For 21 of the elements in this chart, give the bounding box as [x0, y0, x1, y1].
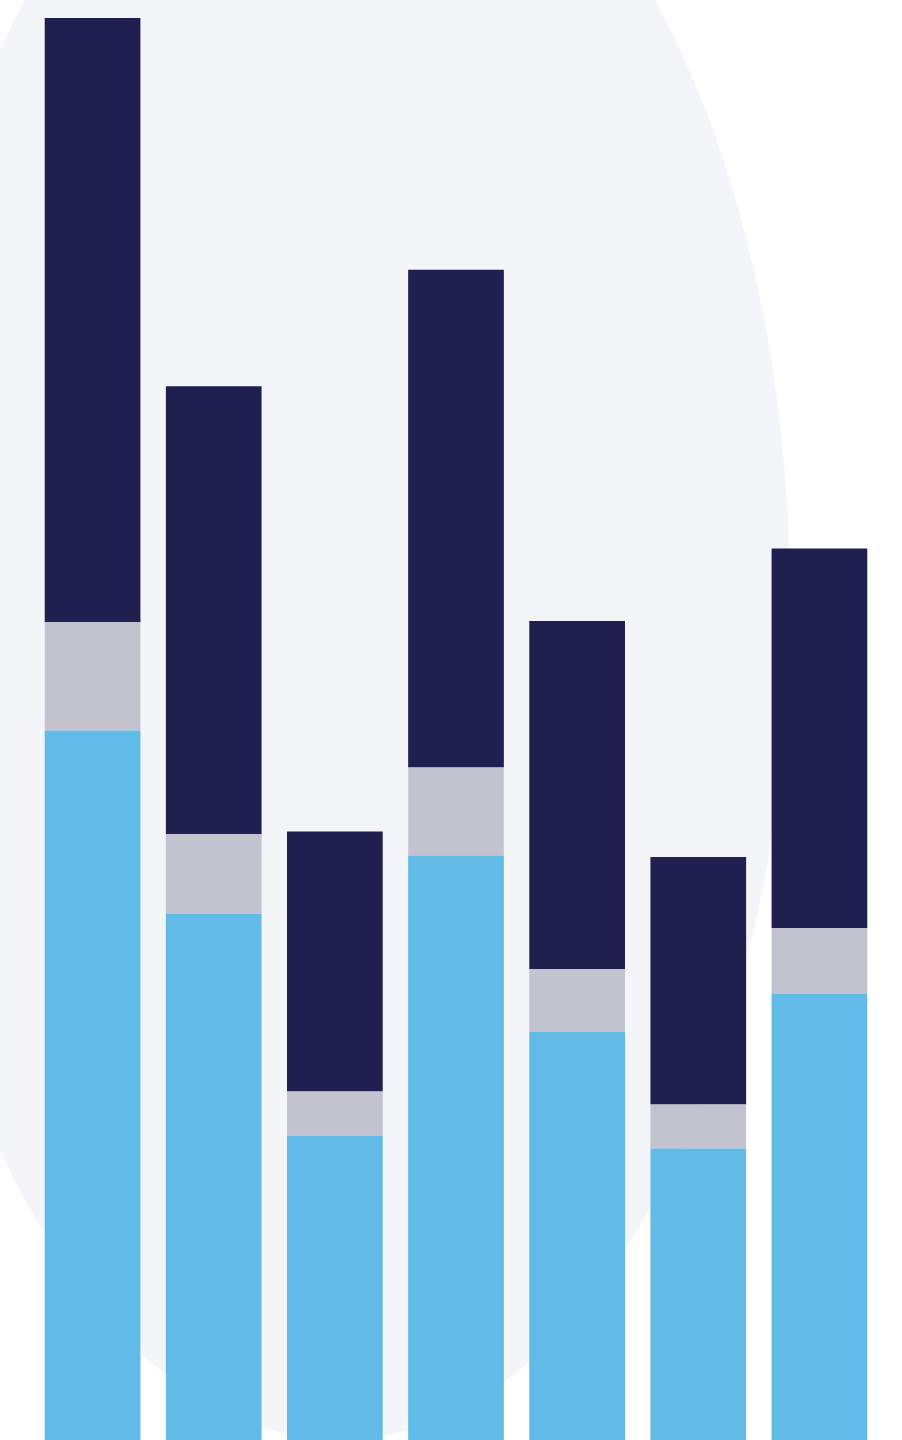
bar: [529, 620, 625, 970]
bar: [44, 622, 141, 731]
bar: [287, 1135, 383, 1440]
bar: [287, 831, 383, 1092]
bar: [44, 18, 141, 623]
bar: [44, 730, 141, 1440]
bar: [771, 993, 868, 1440]
bar: [165, 386, 262, 835]
bar: [771, 928, 868, 994]
bar: [529, 969, 625, 1032]
bar: [165, 834, 262, 914]
bar: [529, 1031, 625, 1440]
bar: [165, 913, 262, 1440]
bar: [650, 1104, 747, 1149]
bar: [287, 1091, 383, 1136]
bar: [408, 855, 504, 1440]
bar: [408, 269, 504, 768]
bar: [650, 856, 747, 1105]
bar: [650, 1148, 747, 1440]
bar: [408, 767, 504, 856]
bar: [771, 548, 868, 929]
